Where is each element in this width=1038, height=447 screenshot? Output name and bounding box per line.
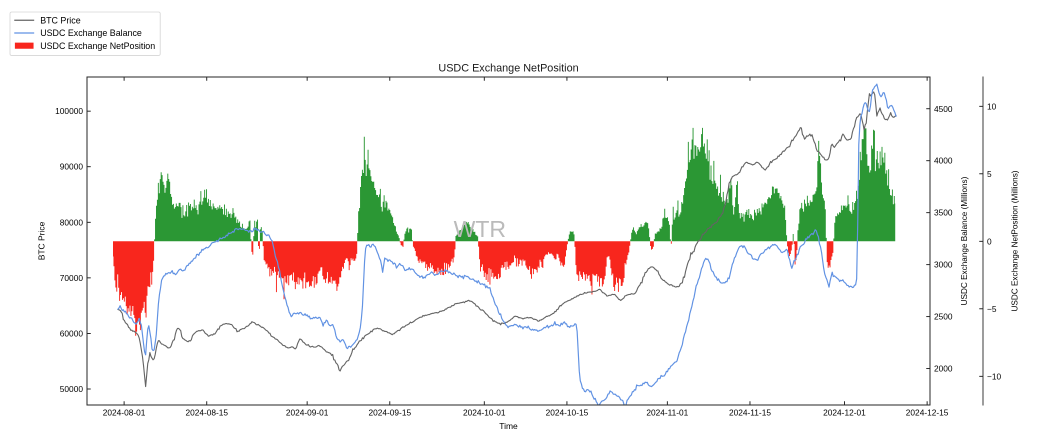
svg-text:10: 10 [987, 101, 997, 111]
svg-text:USDC Exchange Balance: USDC Exchange Balance [40, 28, 142, 38]
svg-text:−5: −5 [987, 304, 997, 314]
svg-text:80000: 80000 [60, 217, 84, 227]
svg-text:70000: 70000 [60, 273, 84, 283]
svg-text:Time: Time [499, 421, 518, 431]
svg-text:2024-10-15: 2024-10-15 [546, 407, 589, 417]
svg-text:4500: 4500 [934, 104, 953, 114]
svg-text:50000: 50000 [60, 384, 84, 394]
svg-text:0: 0 [987, 236, 992, 246]
svg-text:3500: 3500 [934, 208, 953, 218]
svg-text:BTC Price: BTC Price [36, 221, 46, 260]
svg-text:2024-11-15: 2024-11-15 [729, 407, 771, 417]
svg-text:USDC Exchange Balance (Million: USDC Exchange Balance (Millions) [960, 176, 969, 305]
svg-text:WTR: WTR [454, 216, 506, 242]
svg-text:2000: 2000 [934, 364, 953, 374]
svg-text:2024-10-01: 2024-10-01 [463, 407, 506, 417]
svg-text:2024-12-01: 2024-12-01 [823, 407, 866, 417]
svg-text:2024-12-15: 2024-12-15 [906, 407, 949, 417]
svg-text:2500: 2500 [934, 312, 953, 322]
svg-text:4000: 4000 [934, 156, 953, 166]
svg-text:USDC Exchange NetPosition (Mil: USDC Exchange NetPosition (Millions) [1011, 170, 1020, 311]
svg-text:100000: 100000 [55, 106, 83, 116]
svg-text:60000: 60000 [60, 328, 84, 338]
svg-text:2024-09-15: 2024-09-15 [368, 407, 411, 417]
svg-text:BTC Price: BTC Price [40, 15, 80, 25]
svg-text:2024-08-01: 2024-08-01 [103, 407, 146, 417]
svg-text:2024-09-01: 2024-09-01 [286, 407, 329, 417]
svg-text:USDC Exchange NetPosition: USDC Exchange NetPosition [40, 41, 155, 51]
svg-text:3000: 3000 [934, 260, 953, 270]
svg-text:2024-08-15: 2024-08-15 [185, 407, 228, 417]
svg-text:USDC Exchange NetPosition: USDC Exchange NetPosition [438, 62, 578, 74]
svg-text:90000: 90000 [60, 162, 84, 172]
svg-text:−10: −10 [987, 371, 1001, 381]
svg-text:2024-11-01: 2024-11-01 [646, 407, 688, 417]
svg-text:5: 5 [987, 169, 992, 179]
